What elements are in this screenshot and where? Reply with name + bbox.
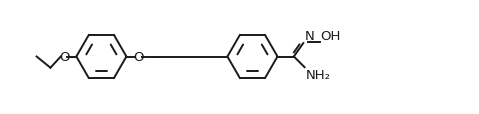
Text: O: O	[133, 51, 144, 63]
Text: OH: OH	[320, 30, 341, 42]
Text: N: N	[305, 30, 315, 42]
Text: O: O	[59, 51, 69, 63]
Text: NH₂: NH₂	[306, 68, 331, 81]
